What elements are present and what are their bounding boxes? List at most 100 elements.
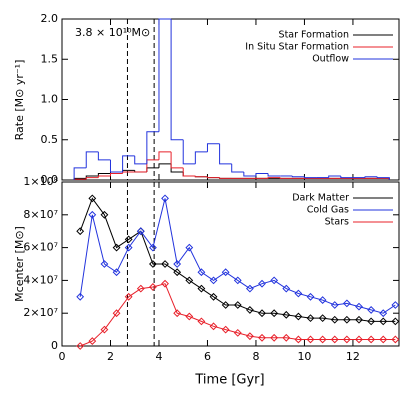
data-point — [342, 335, 351, 344]
data-point — [270, 276, 279, 285]
step-bin — [206, 176, 220, 179]
step-bin — [231, 163, 244, 173]
data-point — [258, 279, 266, 288]
step-bin — [97, 175, 111, 178]
data-point — [367, 335, 376, 344]
data-point — [161, 260, 169, 268]
step-bin — [109, 173, 123, 176]
data-point — [318, 296, 327, 304]
step-bin — [170, 151, 184, 169]
x-tick-label: 12 — [346, 350, 360, 363]
step-bin — [328, 175, 341, 178]
data-point — [367, 306, 376, 314]
data-point — [197, 317, 206, 326]
data-point — [318, 335, 327, 344]
data-point — [306, 292, 315, 301]
step-bin — [146, 131, 159, 164]
data-point — [221, 268, 230, 277]
data-point — [342, 315, 351, 324]
data-point — [185, 243, 194, 252]
series-line — [79, 283, 396, 347]
data-point — [258, 333, 266, 342]
legend-label: In Situ Star Formation — [245, 42, 349, 53]
step-bin — [170, 19, 184, 141]
data-point — [258, 309, 266, 318]
data-point — [342, 299, 351, 308]
data-point — [355, 315, 363, 324]
step-bin — [255, 173, 269, 176]
data-point — [294, 289, 303, 298]
step-bin — [219, 143, 232, 165]
data-point — [233, 328, 242, 337]
data-point — [355, 302, 363, 311]
step-bin — [364, 176, 378, 178]
data-point — [294, 335, 303, 344]
y-tick-label: 1×10⁸ — [23, 175, 58, 188]
step-bin — [206, 143, 220, 152]
y-axis-label: Rate [M⊙ yr⁻¹] — [13, 60, 26, 141]
data-point — [221, 325, 230, 334]
step-bin — [146, 167, 159, 172]
x-tick-label: 0 — [59, 350, 66, 363]
data-point — [379, 317, 388, 326]
data-point — [245, 284, 254, 293]
legend-label: Cold Gas — [307, 205, 349, 216]
data-point — [209, 322, 218, 331]
data-point — [100, 210, 109, 219]
step-bin — [219, 177, 232, 179]
step-bin — [376, 176, 390, 180]
data-point — [124, 243, 133, 252]
step-bin — [146, 159, 159, 172]
step-bin — [267, 173, 281, 177]
data-point — [161, 194, 169, 203]
data-point — [173, 260, 182, 268]
step-bin — [85, 151, 99, 168]
y-axis-label: Mcenter [M⊙] — [13, 226, 26, 302]
step-bin — [109, 159, 123, 173]
data-point — [245, 332, 254, 341]
data-point — [173, 309, 182, 318]
data-point — [197, 284, 206, 293]
data-point — [270, 333, 279, 342]
data-point — [306, 314, 315, 323]
legend-label: Star Formation — [279, 30, 349, 41]
annotation: 3.8 × 10¹⁰M⊙ — [75, 26, 150, 39]
data-point — [112, 268, 121, 277]
legend-label: Stars — [325, 217, 349, 228]
data-point — [330, 335, 339, 344]
data-point — [149, 243, 157, 252]
data-point — [173, 268, 182, 277]
data-point — [197, 268, 206, 277]
step-bin — [267, 177, 281, 179]
x-tick-label: 6 — [204, 350, 211, 363]
data-point — [330, 315, 339, 324]
step-bin — [122, 155, 135, 172]
data-point — [233, 301, 242, 309]
data-point — [391, 301, 400, 309]
data-point — [282, 333, 291, 342]
x-tick-label: 8 — [252, 350, 259, 363]
data-point — [76, 227, 85, 236]
data-point — [76, 342, 85, 350]
data-point — [100, 325, 109, 334]
data-point — [233, 276, 242, 285]
step-bin — [85, 177, 99, 180]
step-bin — [158, 18, 172, 132]
y-tick-label: 1.0 — [41, 93, 59, 106]
y-tick-label: 0.5 — [41, 133, 59, 146]
step-bin — [194, 175, 208, 178]
data-point — [185, 276, 194, 285]
y-tick-label: 2×10⁷ — [23, 306, 58, 319]
data-point — [136, 227, 145, 236]
step-bin — [97, 173, 111, 176]
step-bin — [158, 163, 172, 168]
data-point — [330, 301, 339, 309]
data-point — [391, 335, 400, 344]
data-point — [355, 335, 363, 344]
data-point — [88, 194, 97, 203]
y-tick-label: 8×10⁷ — [23, 208, 58, 221]
step-bin — [97, 151, 111, 161]
y-tick-label: 4×10⁷ — [23, 273, 58, 286]
y-tick-label: 1.5 — [41, 52, 59, 65]
